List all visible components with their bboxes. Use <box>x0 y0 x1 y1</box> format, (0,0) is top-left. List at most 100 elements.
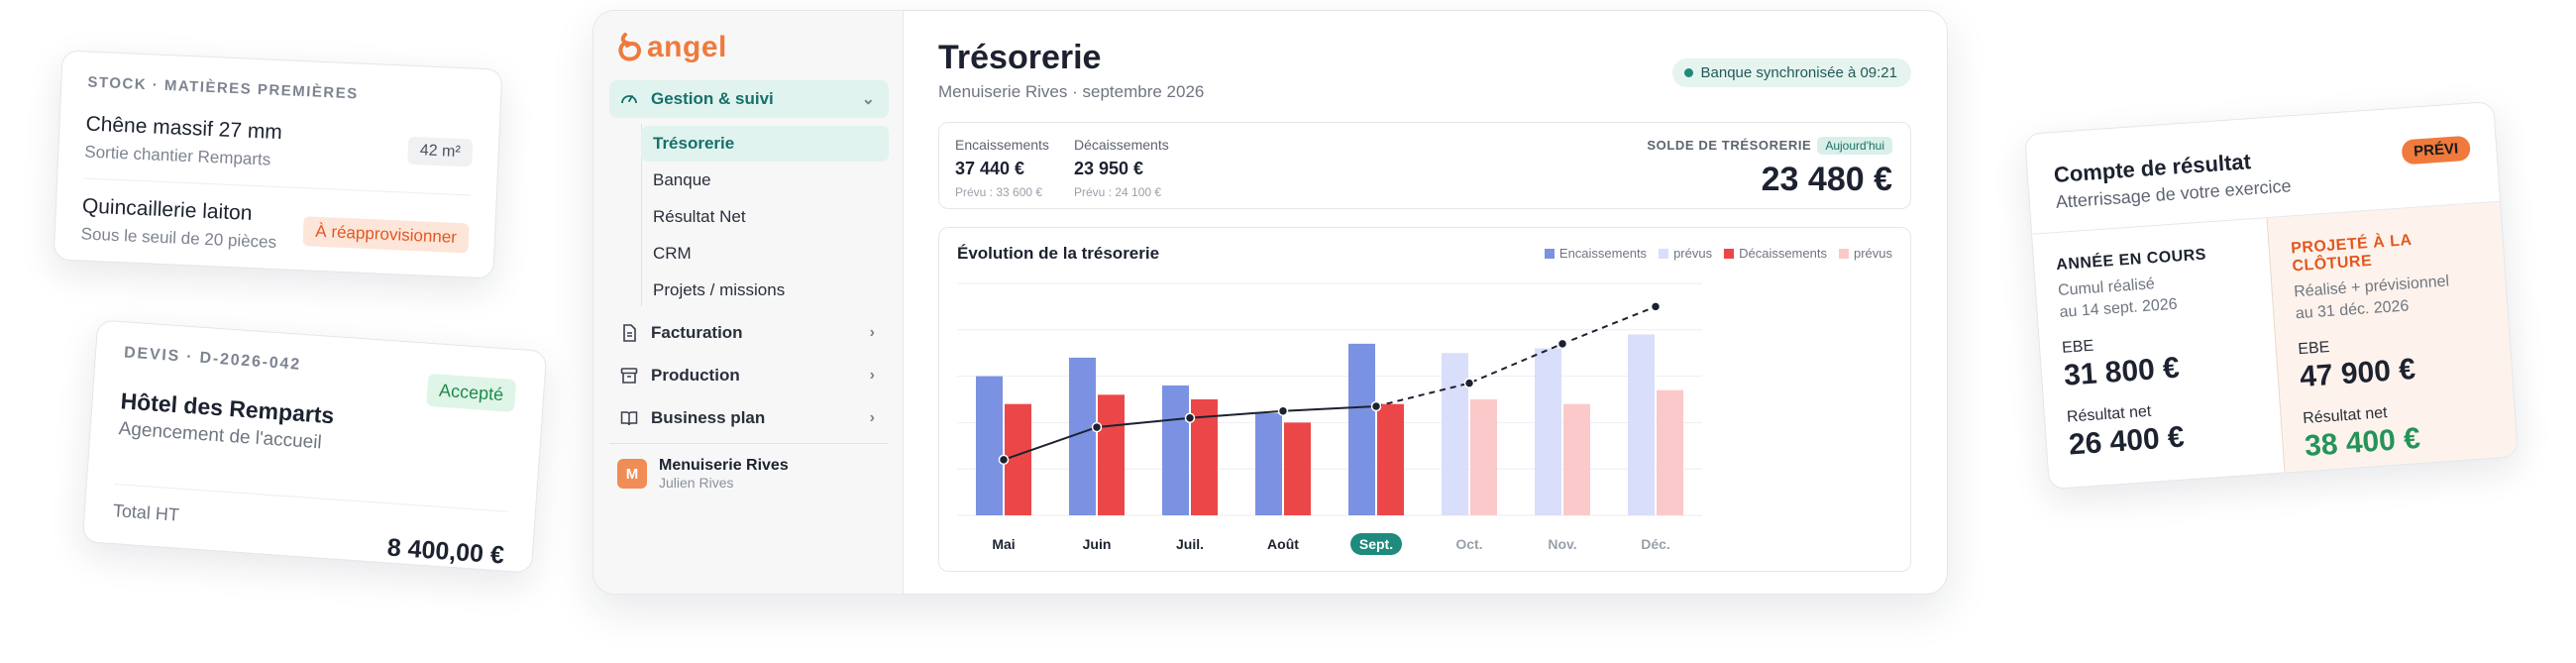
sidebar-item-banque[interactable]: Banque <box>641 163 889 198</box>
stock-card-title: STOCK · MATIÈRES PREMIÈRES <box>87 74 475 108</box>
legend-item: prévus <box>1839 246 1892 261</box>
column-desc: Réalisé + prévisionnel au 31 déc. 2026 <box>2294 269 2486 325</box>
x-tick-label: Sept. <box>1359 536 1393 552</box>
list-item[interactable]: Quincaillerie laiton Sous le seuil de 20… <box>80 177 471 276</box>
kpi-encaissements: Encaissements 37 440 € Prévu : 33 600 € <box>955 137 1049 199</box>
legend-label: prévus <box>1854 246 1892 261</box>
sidebar-item-projets[interactable]: Projets / missions <box>641 273 889 308</box>
balance-date-tag: Aujourd'hui <box>1817 137 1892 155</box>
line-point <box>1186 413 1195 422</box>
balance-value: 23 480 € <box>1647 161 1892 199</box>
line-point <box>1652 302 1661 311</box>
quote-total: Total HT 8 400,00 € <box>112 484 507 549</box>
user-name: Julien Rives <box>659 475 789 491</box>
bank-sync-text: Banque synchronisée à 09:21 <box>1701 64 1897 81</box>
app-window: angel Gestion & suivi ⌄ Trésorerie Banqu… <box>592 10 1948 595</box>
line-point <box>1000 455 1009 464</box>
sidebar-group-label: Gestion & suivi <box>651 89 774 109</box>
main-content: Trésorerie Menuiserie Rives · septembre … <box>903 11 1947 594</box>
line-point <box>1372 402 1381 411</box>
divider <box>609 443 889 444</box>
legend-swatch-icon <box>1724 249 1734 259</box>
sidebar-group-label: Facturation <box>651 323 743 343</box>
treasury-balance: SOLDE DE TRÉSORERIE Aujourd'hui 23 480 € <box>1647 137 1892 199</box>
logo[interactable]: angel <box>617 31 727 64</box>
column-desc: Cumul réalisé au 14 sept. 2026 <box>2057 268 2250 324</box>
x-tick-label: Août <box>1267 536 1299 552</box>
chevron-down-icon: ⌄ <box>862 89 875 109</box>
chevron-right-icon: › <box>870 409 875 427</box>
kpi-panel: Encaissements 37 440 € Prévu : 33 600 € … <box>938 122 1911 209</box>
bar-encaissements <box>976 377 1003 515</box>
sidebar-item-resultat-net[interactable]: Résultat Net <box>641 199 889 235</box>
kpi-label: Décaissements <box>1074 137 1169 153</box>
sidebar-group-label: Business plan <box>651 408 765 428</box>
forecast-badge: PRÉVI <box>2401 136 2471 166</box>
bar-decaissements <box>1657 390 1683 515</box>
bar-encaissements <box>1162 386 1189 515</box>
company-name: Menuiserie Rives <box>659 457 789 475</box>
column-heading: PROJETÉ À LA CLÔTURE <box>2291 227 2483 276</box>
page-subtitle: Menuiserie Rives · septembre 2026 <box>938 82 1204 102</box>
bar-encaissements <box>1535 349 1561 515</box>
chart-title: Évolution de la trésorerie <box>957 244 1159 264</box>
avatar: M <box>617 459 647 489</box>
x-tick-label: Nov. <box>1548 536 1576 552</box>
balance-label: SOLDE DE TRÉSORERIE <box>1647 138 1811 153</box>
kpi-decaissements: Décaissements 23 950 € Prévu : 24 100 € <box>1074 137 1169 199</box>
x-tick-label: Déc. <box>1641 536 1670 552</box>
x-tick-label: Mai <box>992 536 1015 552</box>
stock-quantity-badge: 42 m² <box>407 137 473 167</box>
company-switcher[interactable]: M Menuiserie Rives Julien Rives <box>617 457 789 491</box>
treasury-chart: Mai Juin Juil. Août Sept. Oct. Nov. Déc. <box>939 228 1914 571</box>
income-statement-card[interactable]: Compte de résultat Atterrissage de votre… <box>2024 101 2519 490</box>
status-badge: Accepté <box>426 374 516 412</box>
bar-decaissements <box>1377 404 1404 515</box>
quote-card[interactable]: DEVIS · D-2026-042 Accepté Hôtel des Rem… <box>82 319 548 573</box>
kpi-forecast: Prévu : 24 100 € <box>1074 185 1169 199</box>
chart-legend: Encaissements prévus Décaissements prévu… <box>1545 246 1892 261</box>
chevron-right-icon: › <box>870 324 875 342</box>
x-tick-label: Oct. <box>1455 536 1482 552</box>
sidebar-item-crm[interactable]: CRM <box>641 236 889 272</box>
legend-item: prévus <box>1659 246 1712 261</box>
legend-swatch-icon <box>1545 249 1555 259</box>
sidebar-group-facturation[interactable]: Facturation › <box>609 314 889 352</box>
logo-text: angel <box>647 31 727 64</box>
sidebar-item-tresorerie[interactable]: Trésorerie <box>641 126 889 162</box>
bar-encaissements <box>1255 413 1282 515</box>
legend-swatch-icon <box>1659 249 1668 259</box>
current-year-column: ANNÉE EN COURS Cumul réalisé au 14 sept. … <box>2032 218 2284 489</box>
sidebar: angel Gestion & suivi ⌄ Trésorerie Banqu… <box>593 11 904 594</box>
projected-column: PROJETÉ À LA CLÔTURE Réalisé + prévision… <box>2266 202 2518 473</box>
status-dot-icon <box>1684 68 1693 77</box>
bar-decaissements <box>1563 404 1590 515</box>
treasury-line-forecast <box>1376 306 1656 406</box>
page-title: Trésorerie <box>938 39 1101 77</box>
treasury-chart-card: Mai Juin Juil. Août Sept. Oct. Nov. Déc. Évolut… <box>938 227 1911 572</box>
sidebar-group-production[interactable]: Production › <box>609 357 889 394</box>
bar-encaissements <box>1442 353 1468 515</box>
kpi-value: 37 440 € <box>955 159 1049 179</box>
legend-label: Encaissements <box>1559 246 1647 261</box>
angel-logo-icon <box>617 33 643 62</box>
bar-encaissements <box>1628 334 1655 515</box>
bar-decaissements <box>1470 399 1497 515</box>
sidebar-group-gestion[interactable]: Gestion & suivi ⌄ <box>609 80 889 118</box>
stock-card: STOCK · MATIÈRES PREMIÈRES Chêne massif … <box>54 50 503 278</box>
archive-icon <box>619 366 639 386</box>
bank-sync-badge: Banque synchronisée à 09:21 <box>1672 58 1911 87</box>
bar-encaissements <box>1348 344 1375 515</box>
legend-label: prévus <box>1673 246 1712 261</box>
bar-decaissements <box>1284 422 1311 515</box>
legend-label: Décaissements <box>1739 246 1827 261</box>
line-point <box>1465 379 1474 387</box>
chevron-right-icon: › <box>870 367 875 385</box>
line-point <box>1558 339 1567 348</box>
bar-decaissements <box>1098 394 1125 515</box>
sidebar-group-business-plan[interactable]: Business plan › <box>609 399 889 437</box>
gauge-icon <box>619 89 639 109</box>
legend-item: Encaissements <box>1545 246 1647 261</box>
line-point <box>1279 406 1288 415</box>
book-icon <box>619 408 639 428</box>
